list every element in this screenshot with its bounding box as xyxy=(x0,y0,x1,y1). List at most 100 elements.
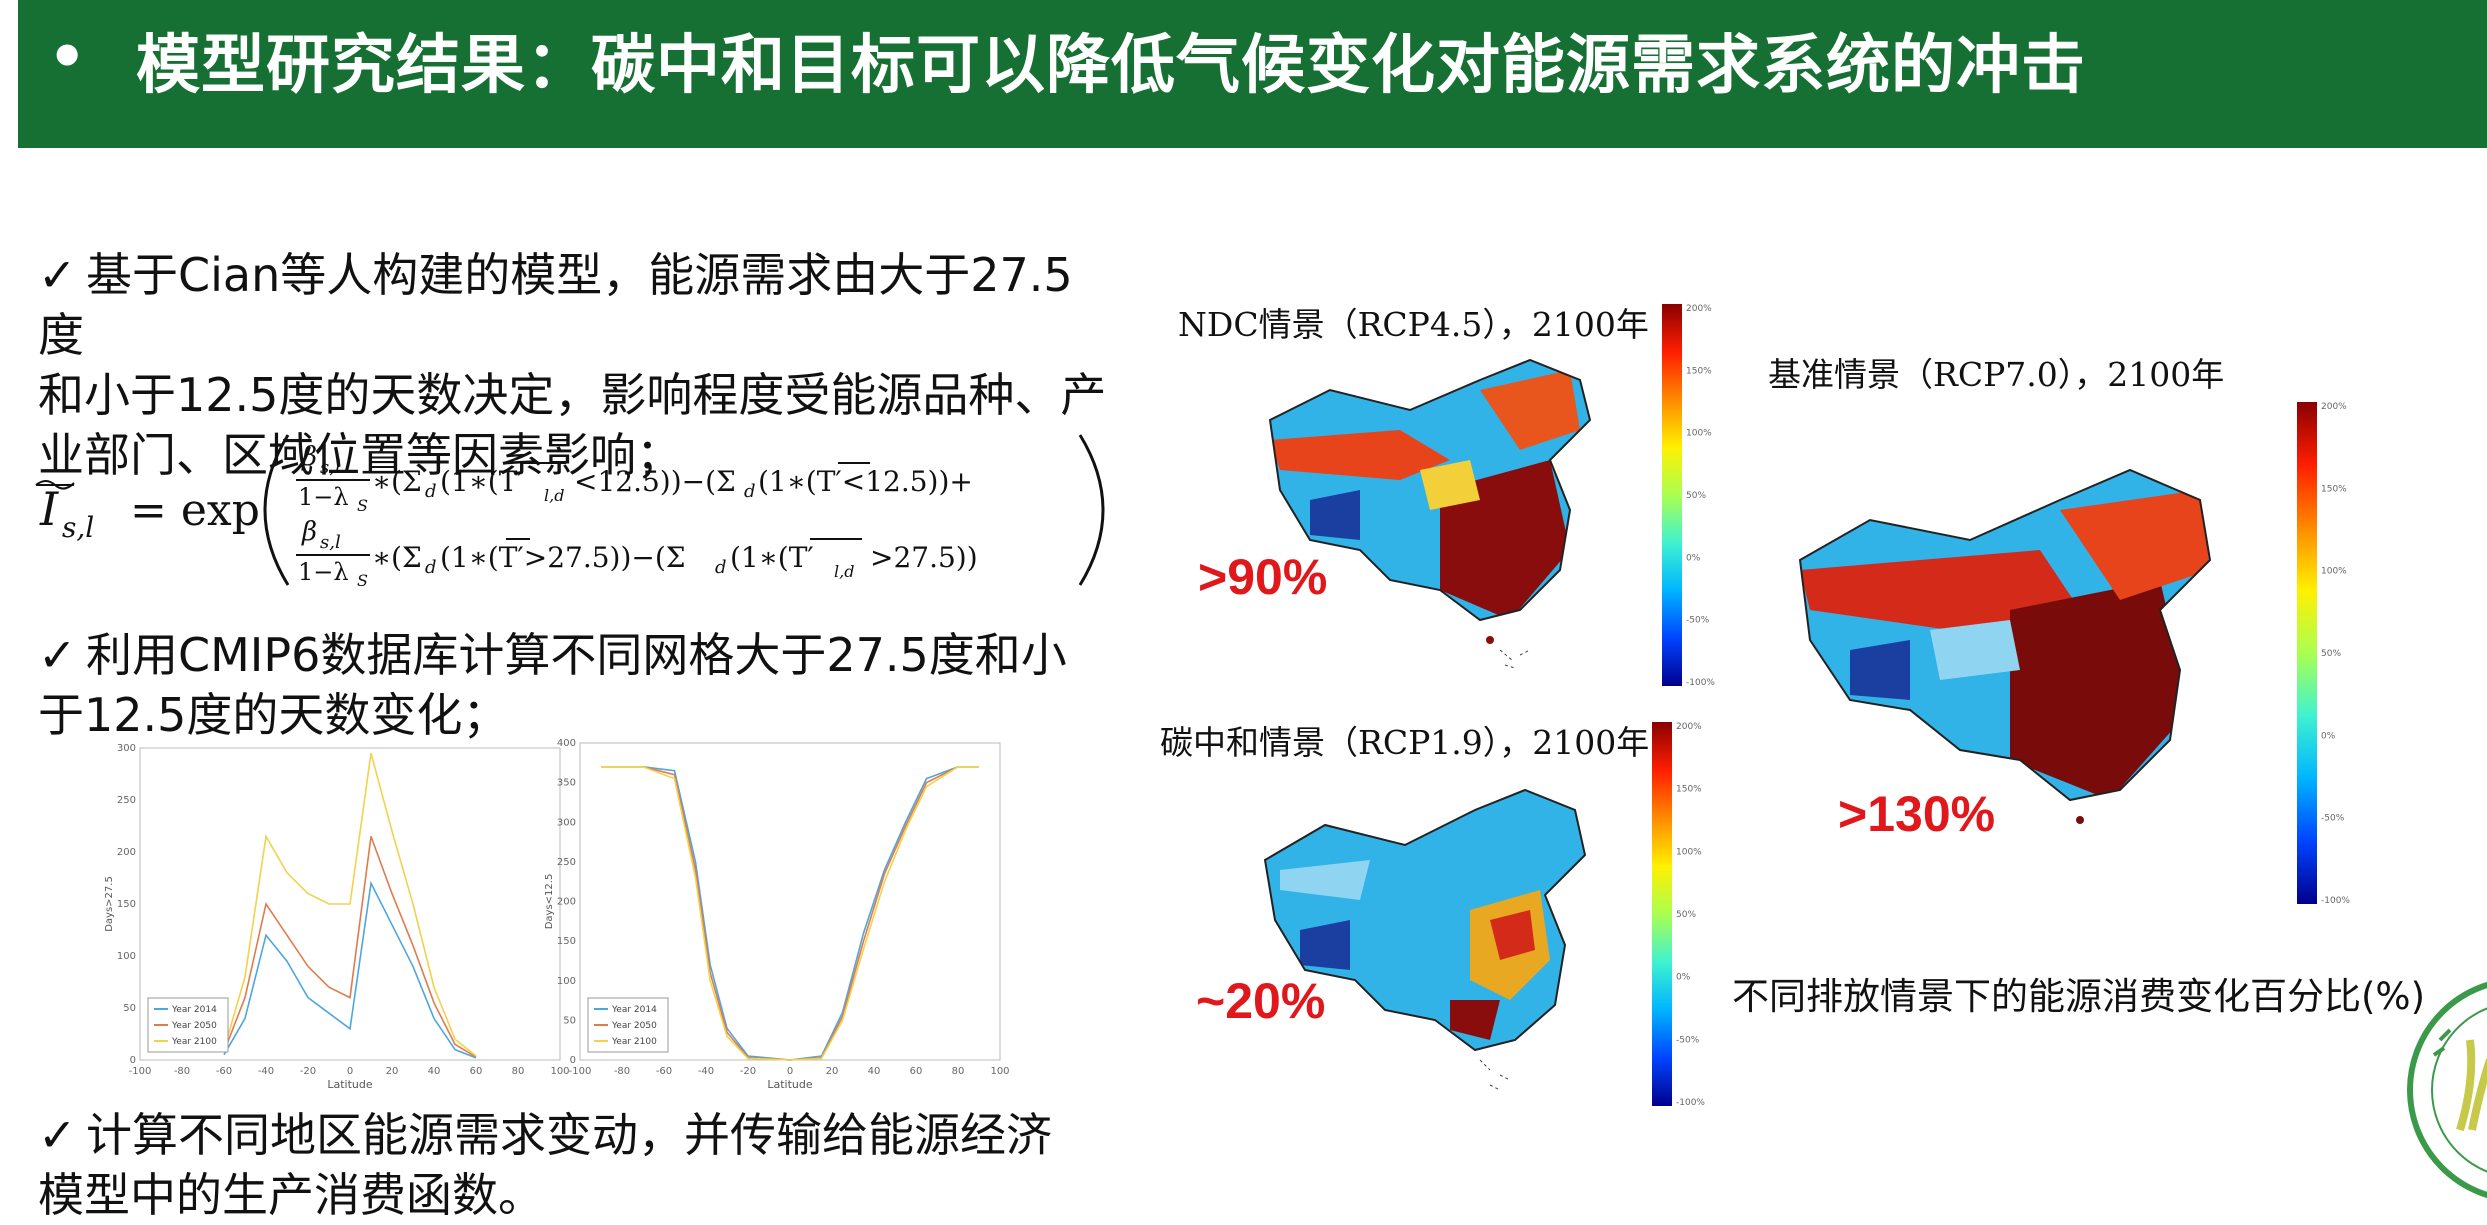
check-icon: ✓ xyxy=(38,1108,77,1162)
x-tick-label: 80 xyxy=(952,1066,965,1077)
figure-caption: 不同排放情景下的能源消费变化百分比(%) xyxy=(1732,975,2426,1018)
colorbar-tick: -50% xyxy=(2321,814,2345,824)
x-tick-label: -80 xyxy=(174,1066,190,1077)
colorbar-gradient xyxy=(1652,722,1672,1106)
map-cn-label: 碳中和情景（RCP1.9），2100年 xyxy=(1160,723,1650,762)
y-tick-label: 350 xyxy=(557,778,576,789)
legend-entry: Year 2100 xyxy=(171,1037,217,1047)
y-tick-label: 0 xyxy=(570,1055,576,1066)
x-tick-label: 80 xyxy=(512,1066,525,1077)
formula-eq: = exp xyxy=(130,485,260,536)
svg-text:d: d xyxy=(425,481,437,502)
x-tick-label: 60 xyxy=(470,1066,483,1077)
map-base xyxy=(1798,468,2212,824)
x-axis-label: Latitude xyxy=(767,1078,813,1091)
colorbar-gradient xyxy=(2297,402,2317,904)
series-line xyxy=(601,765,979,1061)
map-ndc xyxy=(1268,358,1592,669)
y-tick-label: 200 xyxy=(117,847,136,858)
legend-entry: Year 2050 xyxy=(611,1021,657,1031)
colorbar-tick: 100% xyxy=(2321,567,2347,577)
svg-text:d: d xyxy=(425,557,437,578)
x-tick-label: 60 xyxy=(910,1066,923,1077)
legend-entry: Year 2050 xyxy=(171,1021,217,1031)
x-tick-label: 0 xyxy=(347,1066,353,1077)
paragraph-1: ✓ 基于Cian等人构建的模型，能源需求由大于27.5度 和小于12.5度的天数决… xyxy=(38,245,1118,485)
x-tick-label: 0 xyxy=(787,1066,793,1077)
x-tick-label: -20 xyxy=(300,1066,316,1077)
y-tick-label: 150 xyxy=(557,936,576,947)
title-bullet: • xyxy=(48,22,87,92)
colorbar-tick: 100% xyxy=(1686,429,1712,439)
colorbar-tick: 200% xyxy=(1686,304,1712,314)
x-tick-label: -100 xyxy=(129,1066,152,1077)
paragraph-3: ✓ 计算不同地区能源需求变动，并传输给能源经济 模型中的生产消费函数。 xyxy=(38,1105,1118,1225)
x-tick-label: 40 xyxy=(428,1066,441,1077)
colorbar-base: 200% 150% 100% 50% 0% -50% -100% xyxy=(2295,398,2355,922)
colorbar-tick: 50% xyxy=(2321,649,2341,659)
p1-line2: 和小于12.5度的天数决定，影响程度受能源品种、产 xyxy=(38,368,1107,422)
x-tick-label: 100 xyxy=(990,1066,1009,1077)
colorbar-tick: 150% xyxy=(1676,785,1702,795)
x-tick-label: 100 xyxy=(550,1066,569,1077)
x-tick-label: -60 xyxy=(656,1066,672,1077)
y-tick-label: 50 xyxy=(123,1003,136,1014)
svg-text:(1∗(T′: (1∗(T′ xyxy=(440,465,524,498)
p2-line2: 于12.5度的天数变化； xyxy=(38,688,509,742)
formula-lhs-sub: s,l xyxy=(62,511,94,544)
pct-cn: ~20% xyxy=(1196,973,1326,1029)
y-tick-label: 250 xyxy=(117,795,136,806)
svg-text:∗(Σ: ∗(Σ xyxy=(372,465,422,498)
colorbar-tick: 0% xyxy=(2321,731,2336,741)
frac2-num: β xyxy=(301,517,317,547)
x-tick-label: 40 xyxy=(868,1066,881,1077)
check-icon: ✓ xyxy=(38,248,77,302)
colorbar-tick: -100% xyxy=(1676,1098,1705,1108)
colorbar-tick: -50% xyxy=(1676,1035,1700,1045)
colorbar-tick: -50% xyxy=(1686,616,1710,626)
svg-text:∗(Σ: ∗(Σ xyxy=(372,541,422,574)
paragraph-2: ✓ 利用CMIP6数据库计算不同网格大于27.5度和小 于12.5度的天数变化； xyxy=(38,625,1118,745)
title-bar: • 模型研究结果：碳中和目标可以降低气候变化对能源需求系统的冲击 xyxy=(18,0,2487,148)
x-tick-label: -60 xyxy=(216,1066,232,1077)
colorbar-tick: 0% xyxy=(1676,973,1691,983)
colorbar-gradient xyxy=(1662,304,1682,686)
y-axis-label: Days>27.5 xyxy=(104,876,115,932)
x-tick-label: -20 xyxy=(740,1066,756,1077)
x-tick-label: -40 xyxy=(698,1066,714,1077)
y-axis-label: Days<12.5 xyxy=(544,874,555,930)
check-icon: ✓ xyxy=(38,628,77,682)
x-tick-label: -100 xyxy=(569,1066,592,1077)
legend-entry: Year 2100 xyxy=(611,1037,657,1047)
y-tick-label: 100 xyxy=(557,976,576,987)
colorbar-tick: -100% xyxy=(2321,896,2350,906)
colorbar-tick: 50% xyxy=(1676,910,1696,920)
formula-lhs: I xyxy=(39,482,59,536)
colorbar-tick: 200% xyxy=(2321,402,2347,412)
energy-demand-formula: I s,l = exp β s,l 1−λ S ∗(Σ d (1∗(T′ l,d… xyxy=(30,425,1110,599)
chart-days-above-27: -100 -80 -60 -40 -20 0 20 40 60 80 100 0 50 100 150 200… xyxy=(100,740,580,1104)
svg-text:l,d: l,d xyxy=(544,486,564,505)
svg-text:l,d: l,d xyxy=(834,562,854,581)
p2-line1: 利用CMIP6数据库计算不同网格大于27.5度和小 xyxy=(86,628,1067,682)
chart-days-below-12: -100 -80 -60 -40 -20 0 20 40 60 80 100 0 50 100 150 200… xyxy=(540,735,1020,1104)
svg-text:(1∗(T′<12.5))+: (1∗(T′<12.5))+ xyxy=(758,465,973,498)
energy-environment-logo xyxy=(2407,981,2487,1199)
svg-text:>27.5)): >27.5)) xyxy=(870,541,978,574)
pct-base: >130% xyxy=(1838,786,1996,842)
svg-text:<12.5))−(Σ: <12.5))−(Σ xyxy=(574,465,736,498)
y-tick-label: 400 xyxy=(557,738,576,749)
frac1-num: β xyxy=(301,442,317,472)
colorbar-cn: 200% 150% 100% 50% 0% -50% -100% xyxy=(1650,718,1710,1122)
svg-text:S: S xyxy=(357,571,368,590)
slide-title: 模型研究结果：碳中和目标可以降低气候变化对能源需求系统的冲击 xyxy=(136,29,2086,103)
y-tick-label: 100 xyxy=(117,951,136,962)
svg-text:s,l: s,l xyxy=(320,457,341,478)
series-line xyxy=(223,752,477,1057)
y-tick-label: 50 xyxy=(563,1015,576,1026)
svg-text:d: d xyxy=(715,557,727,578)
pct-ndc: >90% xyxy=(1198,549,1328,605)
y-tick-label: 0 xyxy=(130,1055,136,1066)
x-axis-label: Latitude xyxy=(327,1078,373,1091)
frac1-den: 1−λ xyxy=(298,483,349,511)
